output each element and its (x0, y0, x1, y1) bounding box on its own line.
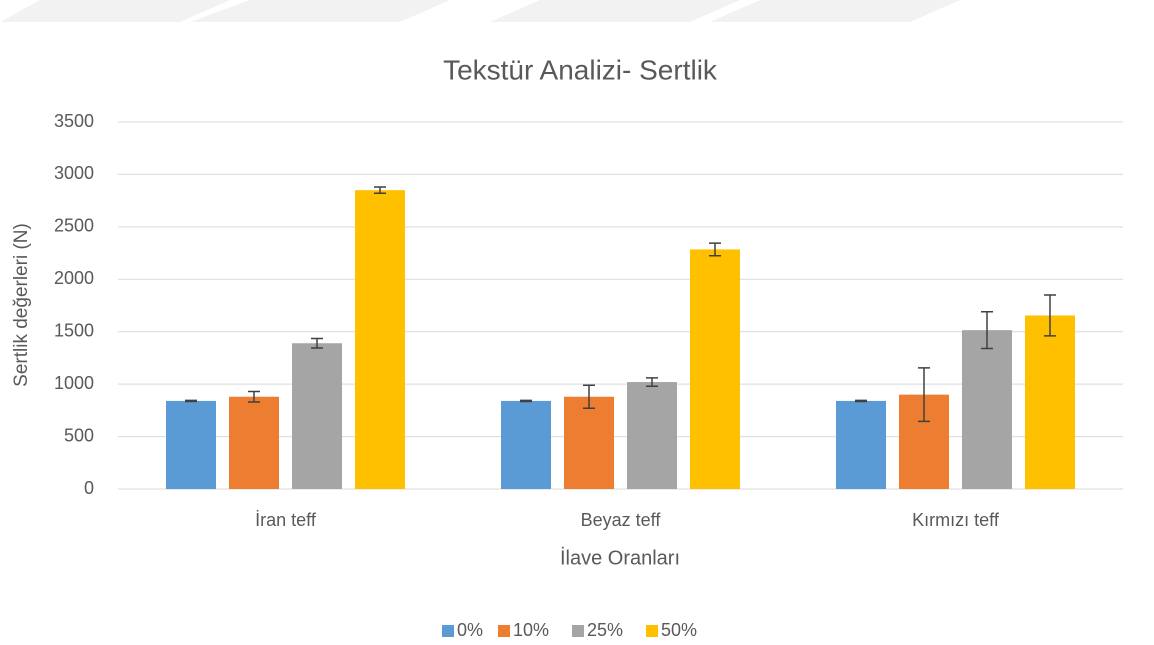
y-tick-label: 3000 (54, 163, 94, 183)
bar (1025, 315, 1075, 489)
bar (627, 382, 677, 489)
y-tick-label: 500 (64, 425, 94, 445)
error-bar (311, 337, 323, 349)
error-bar (646, 377, 658, 387)
y-axis-label: Sertlik değerleri (N) (11, 223, 32, 387)
bar (166, 400, 216, 489)
bar (564, 396, 614, 489)
bar (962, 330, 1012, 489)
error-bar (709, 242, 721, 257)
bar (501, 400, 551, 489)
legend-label: 25% (587, 620, 623, 640)
error-bar (583, 384, 595, 410)
y-tick-label: 0 (84, 478, 94, 498)
error-bar (185, 399, 197, 403)
legend-swatch (442, 625, 454, 637)
legend-label: 0% (457, 620, 483, 640)
y-tick-label: 2500 (54, 216, 94, 236)
y-tick-label: 1000 (54, 373, 94, 393)
x-tick-label: Beyaz teff (581, 510, 662, 530)
error-bar (1044, 294, 1056, 337)
watermark (0, 0, 960, 22)
error-bar (374, 186, 386, 195)
x-tick-label: Kırmızı teff (912, 510, 1000, 530)
error-bar (520, 399, 532, 403)
x-axis-label: İlave Oranları (560, 546, 680, 569)
error-bar (855, 399, 867, 403)
legend-swatch (498, 625, 510, 637)
y-tick-label: 2000 (54, 268, 94, 288)
legend-swatch (572, 625, 584, 637)
chart-title: Tekstür Analizi- Sertlik (443, 54, 718, 85)
y-tick-label: 1500 (54, 320, 94, 340)
bar (355, 190, 405, 489)
legend-swatch (646, 625, 658, 637)
bar (836, 400, 886, 489)
bar (690, 249, 740, 489)
legend-label: 10% (513, 620, 549, 640)
legend-label: 50% (661, 620, 697, 640)
bar (292, 343, 342, 489)
bar (229, 396, 279, 489)
y-tick-label: 3500 (54, 111, 94, 131)
error-bar (248, 390, 260, 403)
error-bar (981, 311, 993, 350)
x-tick-label: İran teff (255, 510, 317, 530)
error-bar (918, 367, 930, 423)
